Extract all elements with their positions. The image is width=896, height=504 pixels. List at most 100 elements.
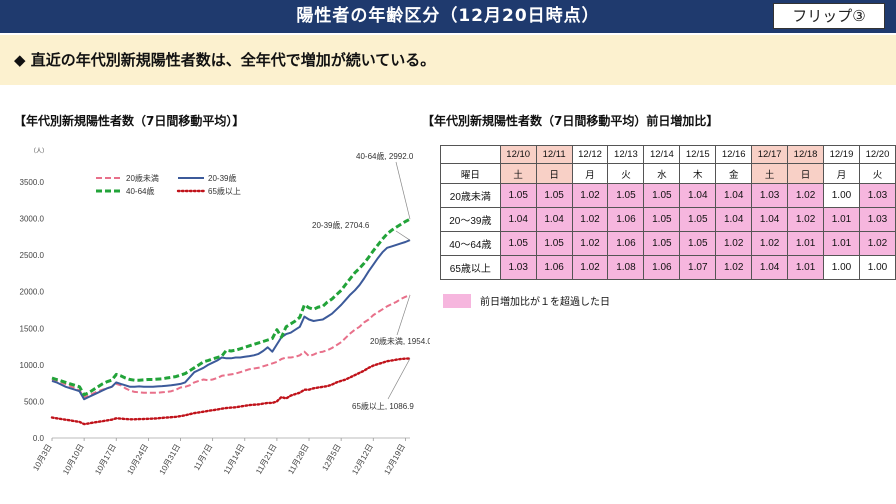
ratio-cell: 1.03	[858, 183, 896, 208]
day-cell: 日	[787, 163, 825, 184]
ratio-cell: 1.03	[751, 183, 789, 208]
ratio-cell: 1.05	[499, 183, 537, 208]
day-cell: 土	[751, 163, 789, 184]
page-title: 陽性者の年齢区分（12月20日時点）	[296, 6, 600, 26]
annotation-leader-2	[395, 230, 411, 241]
legend-label-1: 20歳未満	[126, 173, 159, 183]
table-corner-cell	[440, 145, 501, 164]
chart-title: 【年代別新規陽性者数（7日間移動平均）】	[14, 114, 245, 128]
ratio-cell: 1.04	[715, 207, 753, 232]
ratio-cell: 1.04	[499, 207, 537, 232]
ratio-cell: 1.05	[679, 231, 717, 256]
day-cell: 月	[823, 163, 860, 184]
x-tick-label: 10月10日	[61, 443, 86, 477]
day-cell: 水	[643, 163, 681, 184]
ratio-cell: 1.03	[858, 207, 896, 232]
ratio-cell: 1.00	[823, 183, 860, 208]
date-header-cell: 12/16	[715, 145, 753, 164]
header-bar: 陽性者の年齢区分（12月20日時点） フリップ③	[0, 0, 896, 33]
ratio-cell: 1.06	[607, 207, 645, 232]
ratio-cell: 1.01	[823, 207, 860, 232]
ratio-cell: 1.02	[571, 183, 609, 208]
ratio-cell: 1.02	[751, 231, 789, 256]
day-row-label: 曜日	[440, 163, 501, 184]
row-label-cell: 20～39歳	[440, 207, 501, 232]
table-date-row: 12/10 12/11 12/12 12/13 12/14 12/15 12/16 12/17…	[440, 145, 896, 164]
y-tick-label: 0.0	[33, 434, 45, 443]
ratio-cell: 1.02	[858, 231, 896, 256]
ratio-cell: 1.08	[607, 255, 645, 280]
ratio-cell: 1.02	[571, 207, 609, 232]
y-tick-label: 2500.0	[20, 251, 45, 260]
ratio-cell: 1.04	[535, 207, 573, 232]
ratio-cell: 1.02	[715, 255, 753, 280]
flip-badge: フリップ③	[773, 3, 885, 29]
date-header-cell: 12/18	[787, 145, 825, 164]
highlight-legend-swatch	[443, 294, 471, 308]
ratio-cell: 1.04	[715, 183, 753, 208]
x-tick-label: 11月14日	[222, 443, 246, 476]
day-cell: 火	[607, 163, 645, 184]
ratio-cell: 1.01	[787, 231, 825, 256]
table-row: 20～39歳 1.04 1.04 1.02 1.06 1.05 1.05 1.04 1.04 1.…	[440, 207, 896, 232]
series-line-2	[51, 239, 411, 401]
row-label-cell: 20歳未満	[440, 183, 501, 208]
highlight-legend-label: 前日増加比が１を超過した日	[480, 297, 610, 308]
ratio-table: 12/10 12/11 12/12 12/13 12/14 12/15 12/16 12/17…	[440, 145, 896, 280]
ratio-cell: 1.02	[571, 255, 609, 280]
day-cell: 土	[499, 163, 537, 184]
row-label-cell: 65歳以上	[440, 255, 501, 280]
x-tick-label: 10月31日	[158, 443, 183, 477]
ratio-cell: 1.05	[643, 207, 681, 232]
ratio-cell: 1.06	[607, 231, 645, 256]
ratio-cell: 1.02	[571, 231, 609, 256]
day-cell: 金	[715, 163, 753, 184]
table-row: 65歳以上 1.03 1.06 1.02 1.08 1.06 1.07 1.02 1.04 1.0…	[440, 255, 896, 280]
annotation-label-2: 20-39歳, 2704.6	[312, 220, 370, 230]
date-header-cell: 12/17	[751, 145, 789, 164]
ratio-cell: 1.06	[643, 255, 681, 280]
day-cell: 火	[858, 163, 896, 184]
age-group-line-chart: （人） 0.0 500.0 1000.0 1500.0 2000.0 2500.0 3000.…	[20, 148, 430, 477]
ratio-cell: 1.00	[858, 255, 896, 280]
ratio-cell: 1.02	[787, 207, 825, 232]
ratio-cell: 1.06	[535, 255, 573, 280]
ratio-cell: 1.05	[499, 231, 537, 256]
day-cell: 日	[535, 163, 573, 184]
table-day-row: 曜日土日月火水木金土日月火	[440, 163, 896, 184]
x-tick-label: 12月12日	[350, 443, 375, 477]
summary-banner: ◆ 直近の年代別新規陽性者数は、全年代で増加が続いている。	[0, 35, 896, 85]
y-tick-label: 3000.0	[20, 215, 45, 224]
ratio-cell: 1.05	[643, 231, 681, 256]
ratio-cell: 1.04	[751, 255, 789, 280]
ratio-cell: 1.00	[823, 255, 860, 280]
ratio-cell: 1.03	[499, 255, 537, 280]
table-title: 【年代別新規陽性者数（7日間移動平均）前日増加比】	[422, 114, 719, 128]
date-header-cell: 12/14	[643, 145, 681, 164]
y-tick-label: 2000.0	[20, 288, 45, 297]
y-tick-label: 500.0	[24, 397, 45, 406]
day-cell: 木	[679, 163, 717, 184]
date-header-cell: 12/12	[571, 145, 609, 164]
x-tick-label: 11月7日	[192, 443, 214, 472]
date-header-cell: 12/13	[607, 145, 645, 164]
date-header-cell: 12/20	[858, 145, 896, 164]
ratio-cell: 1.05	[535, 183, 573, 208]
ratio-cell: 1.01	[823, 231, 860, 256]
ratio-cell: 1.05	[607, 183, 645, 208]
x-tick-label: 12月19日	[382, 443, 407, 477]
annotation-label-4: 65歳以上, 1086.9	[352, 401, 414, 411]
date-header-cell: 12/19	[823, 145, 860, 164]
annotation-leader-1	[395, 161, 411, 220]
ratio-cell: 1.02	[787, 183, 825, 208]
annotation-label-3: 20歳未満, 1954.0	[370, 336, 430, 346]
ratio-cell: 1.04	[679, 183, 717, 208]
summary-text: ◆ 直近の年代別新規陽性者数は、全年代で増加が続いている。	[14, 51, 436, 69]
x-tick-label: 10月24日	[125, 443, 150, 477]
ratio-cell: 1.01	[787, 255, 825, 280]
x-tick-label: 11月21日	[254, 443, 278, 476]
x-tick-label: 11月28日	[286, 443, 310, 476]
ratio-cell: 1.02	[715, 231, 753, 256]
date-header-cell: 12/10	[499, 145, 537, 164]
ratio-cell: 1.05	[679, 207, 717, 232]
